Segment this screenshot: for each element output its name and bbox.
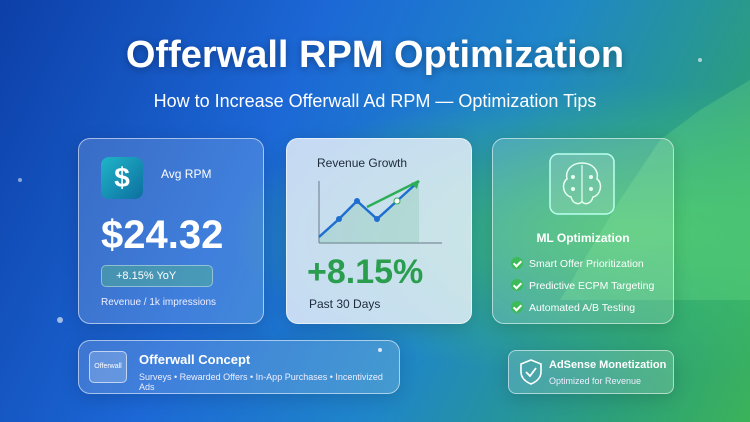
- growth-title: Revenue Growth: [317, 156, 408, 170]
- ml-item-text: Automated A/B Testing: [529, 302, 636, 314]
- rpm-label: Avg RPM: [161, 167, 212, 181]
- offerwall-icon: Offerwall: [89, 351, 127, 383]
- dollar-icon: $: [101, 157, 143, 199]
- concept-text: Surveys • Rewarded Offers • In-App Purch…: [139, 372, 383, 392]
- ml-list: Smart Offer Prioritization Predictive EC…: [511, 253, 654, 319]
- growth-caption: Past 30 Days: [309, 297, 381, 311]
- concept-card: Offerwall Offerwall Concept Surveys • Re…: [78, 340, 400, 394]
- ml-item: Smart Offer Prioritization: [511, 253, 654, 275]
- check-icon: [511, 279, 523, 291]
- ml-card: ML Optimization Smart Offer Prioritizati…: [492, 138, 674, 324]
- growth-card: Revenue Growth +8.15% Past 30 Days: [286, 138, 472, 324]
- ml-item-text: Predictive ECPM Targeting: [529, 280, 655, 292]
- ml-item-text: Smart Offer Prioritization: [529, 258, 644, 270]
- concept-title: Offerwall Concept: [139, 352, 251, 367]
- adsense-text: Optimized for Revenue: [549, 376, 642, 386]
- adsense-card: AdSense Monetization Optimized for Reven…: [508, 350, 674, 394]
- rpm-card: $ Avg RPM $24.32 +8.15% YoY Revenue / 1k…: [78, 138, 264, 324]
- subtitle: How to Increase Offerwall Ad RPM — Optim…: [153, 91, 597, 111]
- ml-item: Automated A/B Testing: [511, 297, 654, 319]
- rpm-caption: Revenue / 1k impressions: [101, 297, 217, 308]
- check-icon: [511, 257, 523, 269]
- ml-item: Predictive ECPM Targeting: [511, 275, 654, 297]
- brain-icon: [549, 153, 615, 215]
- adsense-title: AdSense Monetization: [549, 359, 667, 371]
- yoy-text: +8.15% YoY: [116, 270, 177, 282]
- ml-title: ML Optimization: [536, 231, 630, 245]
- rpm-value: $24.32: [101, 213, 224, 257]
- yoy-badge: +8.15% YoY: [101, 265, 213, 287]
- growth-sparkline: [318, 179, 442, 244]
- shield-icon: [520, 359, 542, 385]
- title: Offerwall RPM Optimization: [125, 34, 625, 76]
- growth-value: +8.15%: [307, 253, 424, 291]
- check-icon: [511, 301, 523, 313]
